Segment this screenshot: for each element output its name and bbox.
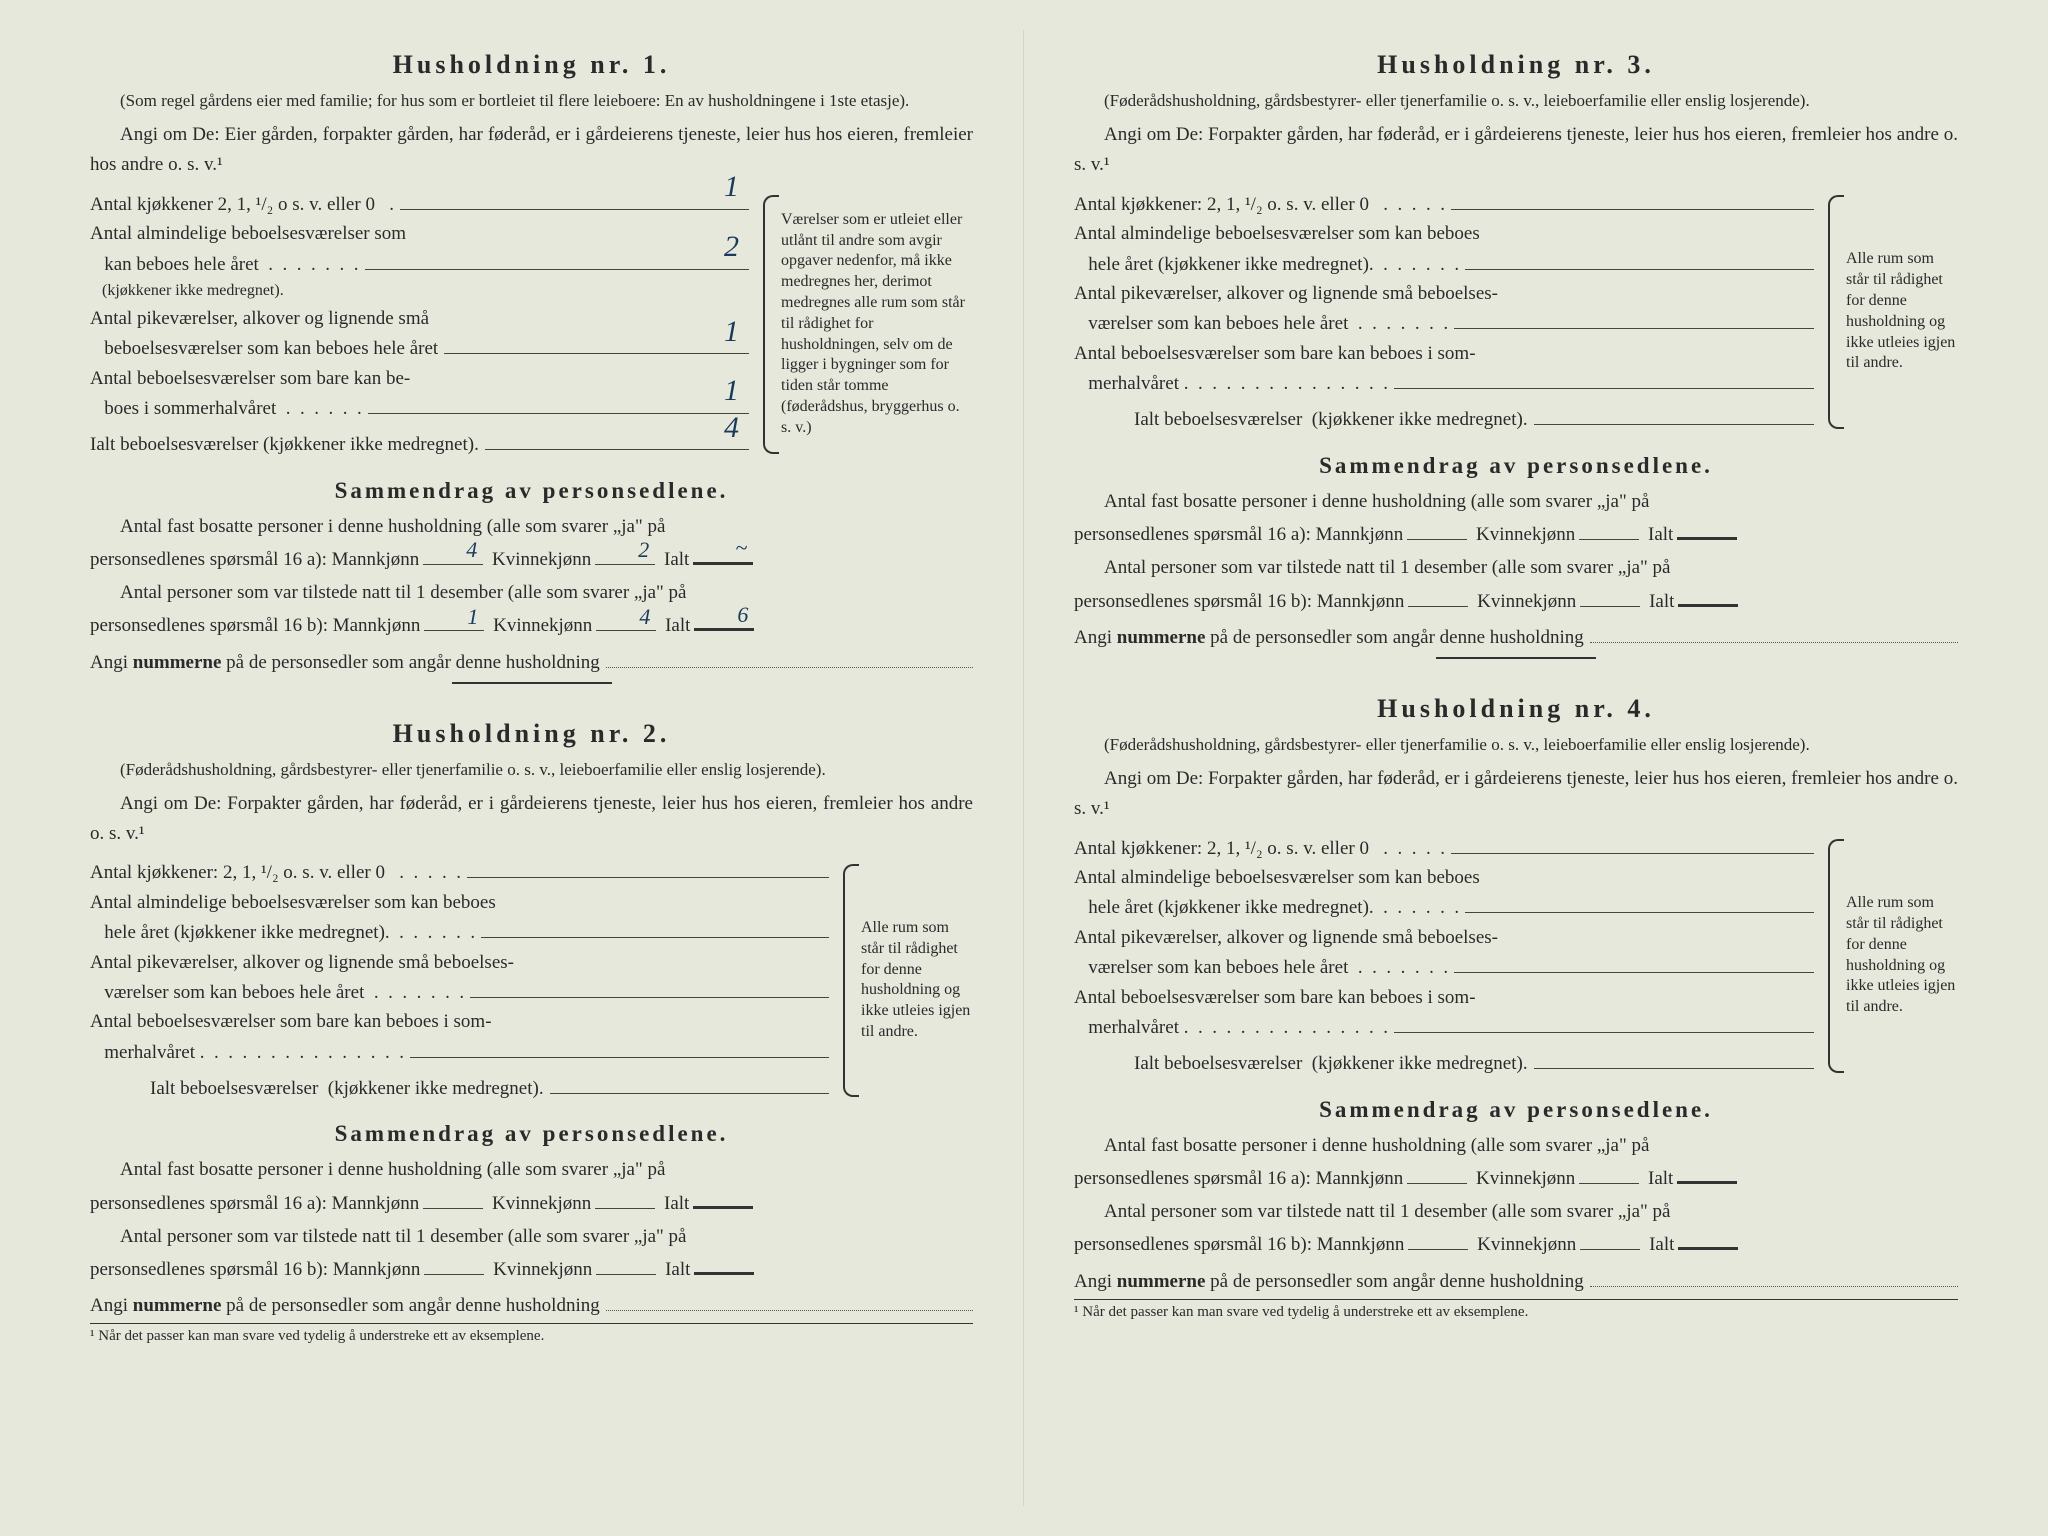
- hh4-total-rooms: [1534, 1048, 1814, 1069]
- hh4-kitchens: [1451, 833, 1814, 854]
- hh4-sum-16a: Antal fast bosatte personer i denne hush…: [1074, 1129, 1958, 1196]
- hh4-angi-num: Angi nummerne på de personsedler som ang…: [1074, 1268, 1958, 1293]
- household-4: Husholdning nr. 4. (Føderådshusholdning,…: [1074, 694, 1958, 1321]
- hh4-angi: Angi om De: Forpakter gården, har føderå…: [1074, 764, 1958, 825]
- hh3-bracket: Alle rum som står til rådighet for denne…: [1828, 189, 1958, 435]
- hh1-angi-num: Angi nummerne på de personsedler som ang…: [90, 649, 973, 674]
- hh3-sum-16b: Antal personer som var tilstede natt til…: [1074, 551, 1958, 618]
- household-1: Husholdning nr. 1. (Som regel gårdens ei…: [90, 50, 973, 684]
- household-2: Husholdning nr. 2. (Føderådshusholdning,…: [90, 719, 973, 1346]
- hh2-total-rooms: [550, 1073, 829, 1094]
- hh1-bracket: Værelser som er utleiet eller utlånt til…: [763, 189, 973, 460]
- hh2-bracket: Alle rum som står til rådighet for denne…: [843, 858, 973, 1104]
- hh2-small-rooms: [470, 977, 829, 998]
- hh2-summer-rooms: [410, 1037, 829, 1058]
- hh4-small-rooms: [1454, 952, 1814, 973]
- hh1-title: Husholdning nr. 1.: [90, 50, 973, 80]
- hh2-angi: Angi om De: Forpakter gården, har føderå…: [90, 789, 973, 850]
- hh3-summer-rooms: [1394, 368, 1814, 389]
- left-page: Husholdning nr. 1. (Som regel gårdens ei…: [40, 30, 1024, 1506]
- footnote-right: ¹ Når det passer kan man svare ved tydel…: [1074, 1299, 1958, 1321]
- hh2-title: Husholdning nr. 2.: [90, 719, 973, 749]
- hh1-sum-16a: Antal fast bosatte personer i denne hush…: [90, 510, 973, 577]
- hh4-subnote: (Føderådshusholdning, gårdsbestyrer- ell…: [1074, 734, 1958, 756]
- footnote-left: ¹ Når det passer kan man svare ved tydel…: [90, 1323, 973, 1345]
- hh4-ord-rooms: [1465, 892, 1814, 913]
- divider-3: [1436, 657, 1596, 659]
- hh3-ord-rooms: [1465, 249, 1814, 270]
- hh4-summary-title: Sammendrag av personsedlene.: [1074, 1097, 1958, 1123]
- hh1-summer-rooms: 1: [368, 393, 749, 414]
- divider-1: [452, 682, 612, 684]
- hh3-angi-num: Angi nummerne på de personsedler som ang…: [1074, 624, 1958, 649]
- hh2-sum-16b: Antal personer som var tilstede natt til…: [90, 1220, 973, 1287]
- hh3-kitchens: [1451, 189, 1814, 210]
- right-page: Husholdning nr. 3. (Føderådshusholdning,…: [1024, 30, 2008, 1506]
- hh1-rooms: Antal kjøkkener 2, 1, ¹/₂ o s. v. eller …: [90, 189, 973, 460]
- hh4-bracket: Alle rum som står til rådighet for denne…: [1828, 833, 1958, 1079]
- hh4-summer-rooms: [1394, 1012, 1814, 1033]
- hh4-title: Husholdning nr. 4.: [1074, 694, 1958, 724]
- hh1-kitchens: 1: [400, 189, 749, 210]
- hh2-summary-title: Sammendrag av personsedlene.: [90, 1121, 973, 1147]
- hh1-sum-16b: Antal personer som var tilstede natt til…: [90, 576, 973, 643]
- household-3: Husholdning nr. 3. (Føderådshusholdning,…: [1074, 50, 1958, 659]
- hh1-total-rooms: 4: [485, 429, 749, 450]
- hh3-title: Husholdning nr. 3.: [1074, 50, 1958, 80]
- hh4-rooms: Antal kjøkkener: 2, 1, ¹/₂ o. s. v. elle…: [1074, 833, 1958, 1079]
- hh1-summary-title: Sammendrag av personsedlene.: [90, 478, 973, 504]
- hh2-angi-num: Angi nummerne på de personsedler som ang…: [90, 1292, 973, 1317]
- hh1-angi: Angi om De: Eier gården, forpakter gårde…: [90, 120, 973, 181]
- hh3-subnote: (Føderådshusholdning, gårdsbestyrer- ell…: [1074, 90, 1958, 112]
- hh1-ord-rooms: 2: [365, 249, 749, 270]
- hh1-subnote: (Som regel gårdens eier med familie; for…: [90, 90, 973, 112]
- hh2-ord-rooms: [481, 917, 829, 938]
- hh2-kitchens: [467, 858, 829, 879]
- hh2-sum-16a: Antal fast bosatte personer i denne hush…: [90, 1153, 973, 1220]
- hh3-summary-title: Sammendrag av personsedlene.: [1074, 453, 1958, 479]
- hh3-sum-16a: Antal fast bosatte personer i denne hush…: [1074, 485, 1958, 552]
- hh1-room-lines: Antal kjøkkener 2, 1, ¹/₂ o s. v. eller …: [90, 189, 749, 460]
- hh3-angi: Angi om De: Forpakter gården, har føderå…: [1074, 120, 1958, 181]
- hh1-small-rooms: 1: [444, 333, 749, 354]
- hh4-sum-16b: Antal personer som var tilstede natt til…: [1074, 1195, 1958, 1262]
- hh2-subnote: (Føderådshusholdning, gårdsbestyrer- ell…: [90, 759, 973, 781]
- hh3-rooms: Antal kjøkkener: 2, 1, ¹/₂ o. s. v. elle…: [1074, 189, 1958, 435]
- hh2-rooms: Antal kjøkkener: 2, 1, ¹/₂ o. s. v. elle…: [90, 858, 973, 1104]
- hh3-total-rooms: [1534, 405, 1814, 426]
- hh3-small-rooms: [1454, 308, 1814, 329]
